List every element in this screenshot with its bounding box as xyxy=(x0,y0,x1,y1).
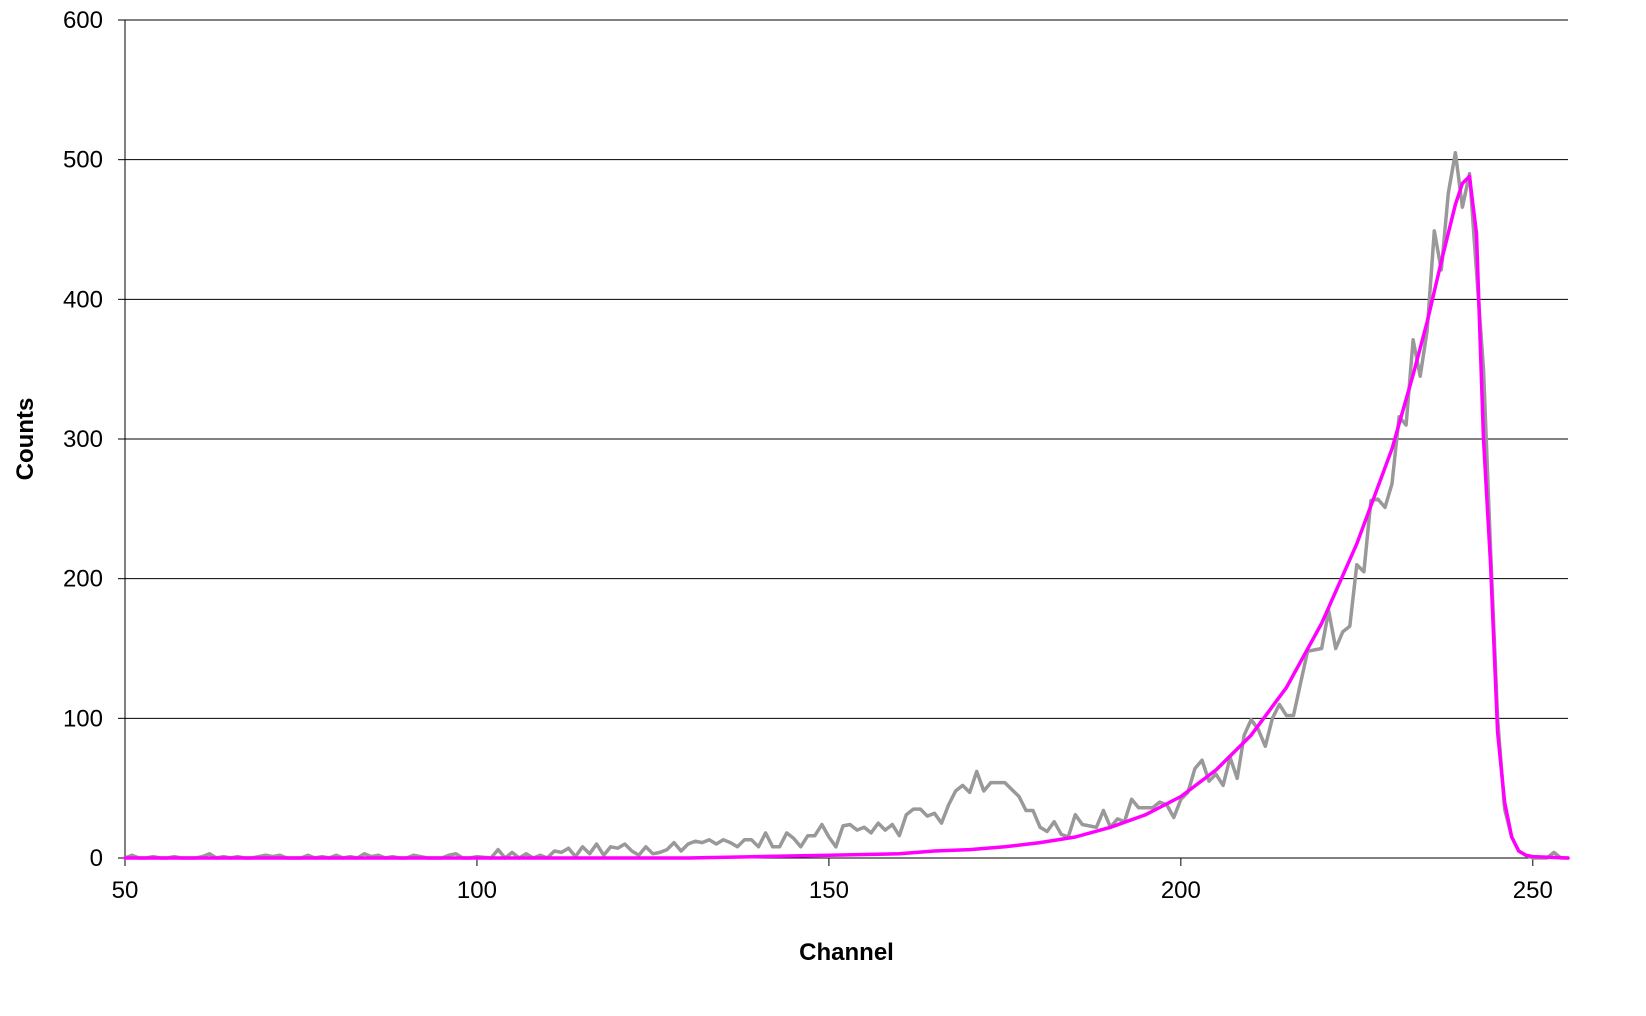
x-tick-label: 250 xyxy=(1513,877,1553,904)
measured-series-line xyxy=(123,150,1570,860)
y-tick-label: 100 xyxy=(63,705,103,732)
x-tick-label: 150 xyxy=(809,877,849,904)
y-tick-label: 300 xyxy=(63,426,103,453)
gridlines xyxy=(125,19,1568,719)
tick-labels: 0 100 200 300 400 500 600 50 100 150 200 250 xyxy=(63,7,1553,904)
axes xyxy=(118,19,1568,866)
y-axis-title: Counts xyxy=(12,398,39,481)
y-tick-label: 600 xyxy=(63,7,103,34)
x-tick-label: 50 xyxy=(112,877,139,904)
y-tick-label: 500 xyxy=(63,147,103,174)
x-axis-title: Channel xyxy=(799,939,894,966)
y-tick-label: 400 xyxy=(63,286,103,313)
x-tick-label: 100 xyxy=(457,877,497,904)
series-layer xyxy=(123,150,1570,860)
y-tick-label: 200 xyxy=(63,566,103,593)
fit-series-line xyxy=(123,174,1570,860)
y-tick-label: 0 xyxy=(90,845,103,872)
x-tick-label: 200 xyxy=(1161,877,1201,904)
